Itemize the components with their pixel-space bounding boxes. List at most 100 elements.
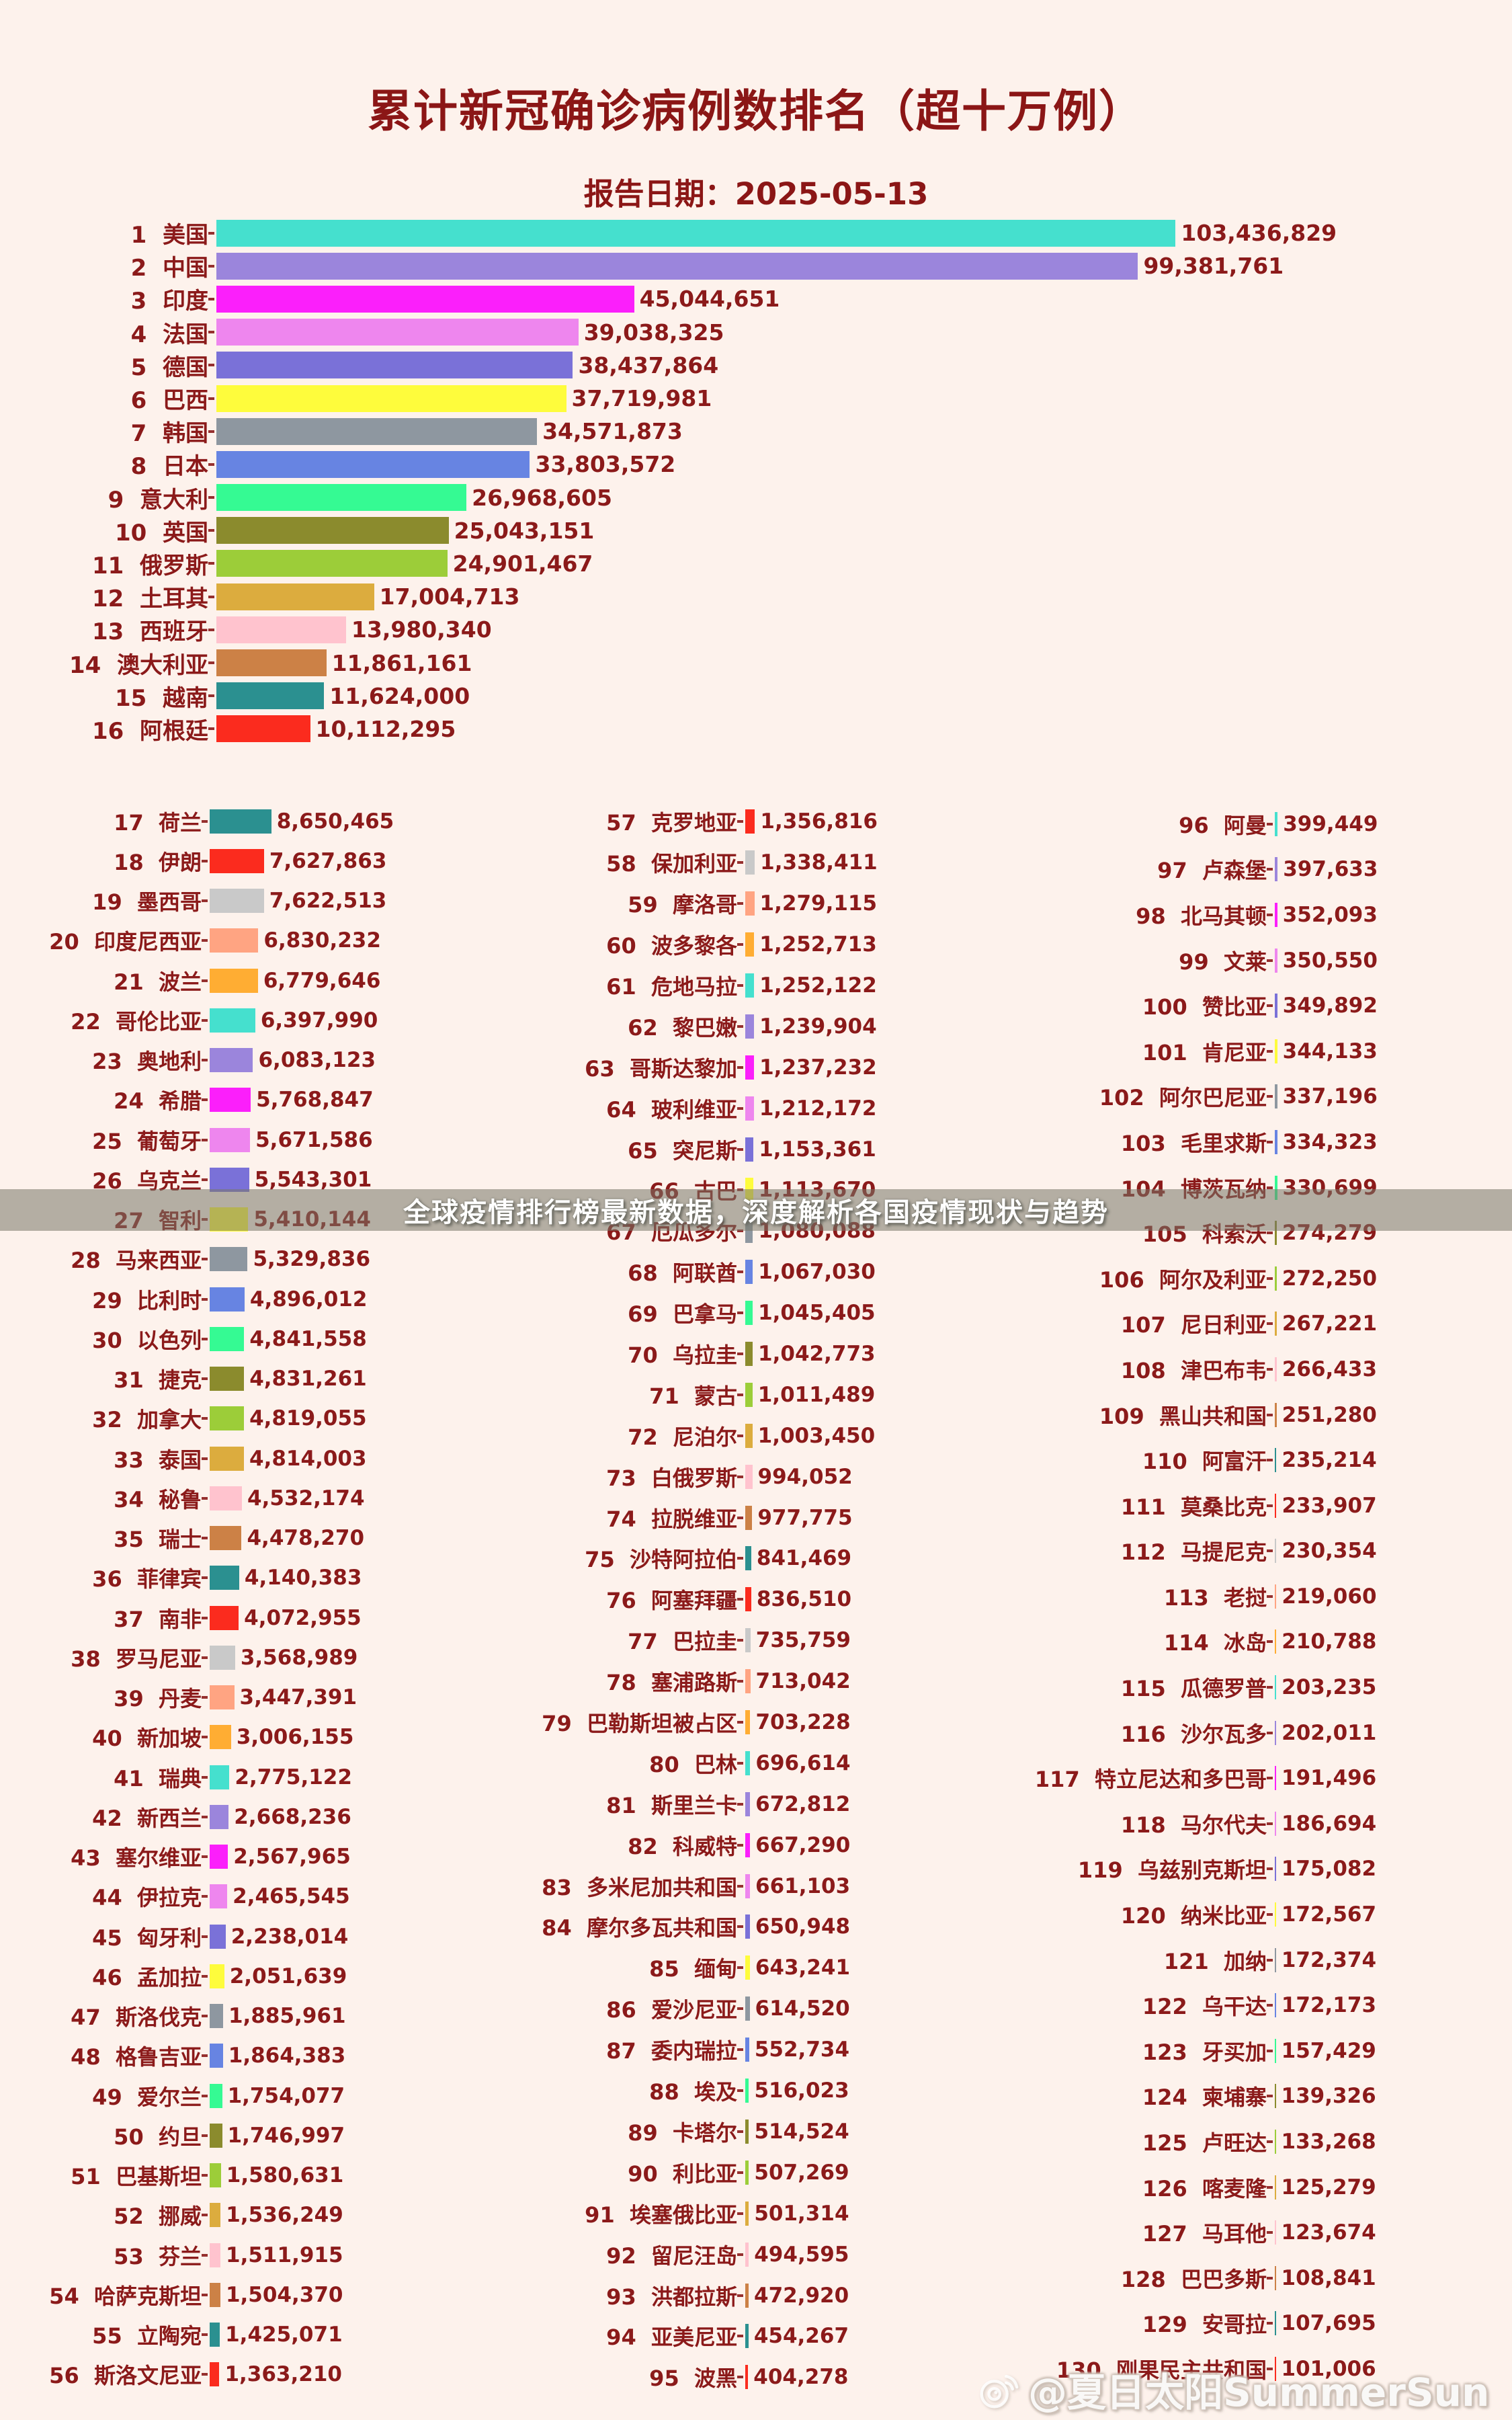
value-bar [745,1342,753,1367]
axis-tick [202,939,208,942]
bar-row-80: 80 巴林 696,614 [531,1742,1042,1783]
bar-row-37: 37 南非 4,072,955 [0,1598,524,1638]
axis-tick [1267,1095,1273,1098]
rank-country-label: 32 加拿大 [92,1407,202,1433]
rank-country-label: 130 刚果民主共和国 [1056,2357,1267,2383]
value-label: 552,734 [754,2038,850,2062]
rank-country-label: 73 白俄罗斯 [606,1465,737,1491]
value-bar [1275,1584,1277,1609]
value-bar [1275,1129,1277,1154]
axis-tick [202,1656,208,1659]
bar-row-88: 88 埃及 516,023 [531,2070,1042,2111]
rank-country-label: 106 阿尔及利亚 [1099,1266,1267,1293]
value-label: 139,326 [1281,2084,1376,2109]
axis-tick [202,859,208,862]
value-label: 1,885,961 [228,2004,346,2029]
value-label: 454,267 [753,2324,849,2349]
value-bar [1275,1402,1277,1427]
bar-row-3: 3 印度 45,044,651 [7,282,1505,315]
value-label: 1,237,232 [759,1055,877,1080]
bar-row-44: 44 伊拉克 2,465,545 [0,1877,524,1917]
value-label: 37,719,981 [571,385,712,412]
bar-row-78: 78 塞浦路斯 713,042 [531,1661,1042,1702]
value-label: 272,250 [1282,1266,1378,1291]
bar-row-107: 107 尼日利亚 267,221 [1060,1301,1512,1347]
value-label: 1,864,383 [228,2044,346,2068]
value-label: 1,003,450 [757,1423,876,1448]
axis-tick [202,1417,208,1420]
bar-row-48: 48 格鲁吉亚 1,864,383 [0,2036,524,2076]
value-label: 4,072,955 [244,1605,362,1630]
rank-country-label: 75 沙特阿拉伯 [585,1547,737,1573]
value-bar [210,2323,220,2347]
bar-row-77: 77 巴拉圭 735,759 [531,1620,1042,1661]
axis-tick [737,1270,743,1274]
bar-row-98: 98 北马其顿 352,093 [1060,892,1512,938]
value-bar [745,2324,749,2349]
bar-row-112: 112 马提尼克 230,354 [1060,1529,1512,1574]
bar-row-45: 45 匈牙利 2,238,014 [0,1917,524,1956]
axis-tick [208,661,214,665]
bar-row-69: 69 巴拿马 1,045,405 [531,1293,1042,1334]
rank-country-label: 91 埃塞俄比亚 [585,2202,737,2228]
value-label: 836,510 [756,1587,852,1612]
bar-row-50: 50 约旦 1,746,997 [0,2115,524,2155]
rank-country-label: 52 挪威 [114,2204,202,2230]
value-label: 6,397,990 [260,1008,378,1033]
rank-country-label: 81 斯里兰卡 [606,1792,737,1818]
rank-country-label: 54 哈萨克斯坦 [49,2283,202,2309]
rank-country-label: 2 中国 [130,255,208,282]
watermark-corner: @夏日太阳SummerSun [976,2361,1489,2417]
rank-country-label: 128 巴巴多斯 [1120,2266,1267,2292]
value-label: 404,278 [753,2365,849,2390]
bar-row-68: 68 阿联酋 1,067,030 [531,1252,1042,1293]
bar-row-108: 108 津巴布韦 266,433 [1060,1346,1512,1392]
value-label: 6,830,232 [263,928,381,953]
value-bar [1275,1811,1276,1836]
bar-row-106: 106 阿尔及利亚 272,250 [1060,1256,1512,1301]
bar-row-41: 41 瑞典 2,775,122 [0,1757,524,1797]
rank-country-label: 19 墨西哥 [92,889,202,916]
bar-row-54: 54 哈萨克斯坦 1,504,370 [0,2275,524,2314]
axis-tick [1267,1640,1273,1644]
axis-tick [202,1974,208,1978]
axis-tick [737,984,743,987]
watermark-band: 全球疫情排行榜最新数据，深度解析各国疫情现状与趋势 [0,1189,1512,1231]
rank-country-label: 127 马耳他 [1142,2221,1267,2247]
axis-tick [1267,1367,1273,1371]
bar-row-13: 13 西班牙 13,980,340 [7,613,1505,646]
rank-country-label: 70 乌拉圭 [628,1342,737,1369]
value-label: 5,768,847 [256,1088,374,1113]
value-label: 1,153,361 [759,1137,876,1162]
axis-tick [1267,2367,1273,2370]
value-label: 514,524 [754,2119,849,2144]
value-label: 17,004,713 [379,583,520,610]
rank-country-label: 6 巴西 [130,387,208,415]
bar-row-84: 84 摩尔多瓦共和国 650,948 [531,1906,1042,1947]
bar-row-79: 79 巴勒斯坦被占区 703,228 [531,1702,1042,1743]
bar-row-59: 59 摩洛哥 1,279,115 [531,883,1042,924]
rank-country-label: 88 埃及 [649,2079,737,2105]
axis-tick [737,1065,743,1069]
bar-row-1: 1 美国 103,436,829 [7,216,1505,249]
bar-row-118: 118 马尔代夫 186,694 [1060,1801,1512,1847]
rank-country-label: 3 印度 [130,288,208,315]
axis-tick [1267,913,1273,916]
axis-tick [1267,868,1273,871]
value-bar [210,1566,239,1590]
value-bar [1275,1902,1276,1927]
bar-row-87: 87 委内瑞拉 552,734 [531,2029,1042,2070]
bar-row-110: 110 阿富汗 235,214 [1060,1437,1512,1483]
rank-country-label: 29 比利时 [92,1287,202,1314]
rank-country-label: 59 摩洛哥 [628,892,737,918]
value-bar [745,1914,750,1939]
bar-row-15: 15 越南 11,624,000 [7,680,1505,713]
value-bar [1275,1539,1277,1564]
bar-row-126: 126 喀麦隆 125,279 [1060,2165,1512,2210]
value-bar [745,1219,753,1244]
value-bar [210,2163,221,2188]
value-label: 123,674 [1281,2220,1376,2245]
bar-row-36: 36 菲律宾 4,140,383 [0,1558,524,1598]
bar-row-40: 40 新加坡 3,006,155 [0,1718,524,1757]
axis-tick [202,2174,208,2177]
